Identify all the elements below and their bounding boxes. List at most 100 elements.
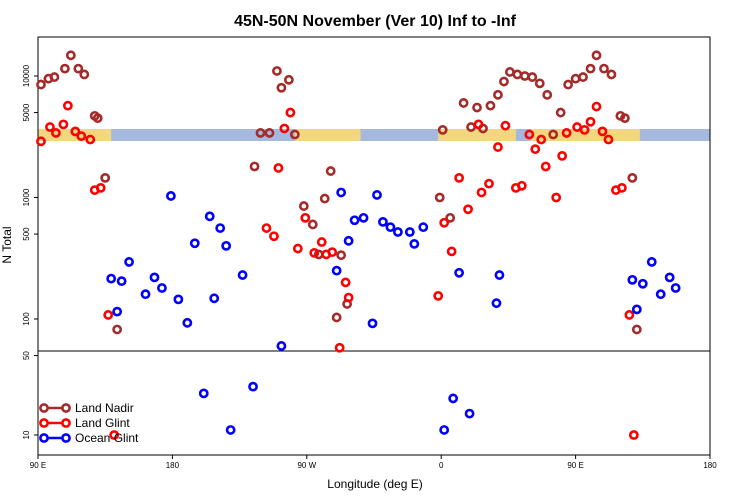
data-point: [237, 270, 248, 280]
legend-marker: [39, 433, 49, 443]
data-point: [92, 113, 103, 124]
data-point: [491, 298, 502, 309]
land-band-segment: [294, 129, 361, 141]
data-point: [36, 136, 46, 147]
series-land-glint: [36, 100, 639, 440]
data-point: [579, 125, 590, 135]
data-point: [597, 126, 608, 137]
data-point: [454, 172, 465, 183]
data-point: [112, 324, 123, 335]
data-point: [58, 119, 69, 130]
data-point: [276, 341, 287, 351]
data-point: [463, 204, 473, 215]
data-point: [631, 324, 642, 335]
data-point: [327, 247, 338, 258]
data-point: [106, 273, 117, 284]
data-point: [255, 128, 266, 138]
data-point: [367, 318, 378, 329]
data-points: [36, 50, 681, 440]
data-point: [248, 381, 258, 392]
data-point: [273, 163, 284, 173]
legend-marker: [39, 418, 49, 428]
data-point: [433, 290, 444, 301]
data-point: [65, 50, 76, 61]
data-point: [300, 212, 311, 223]
plot-frame: [37, 36, 711, 456]
data-point: [439, 425, 450, 435]
data-point: [557, 150, 568, 161]
data-point: [209, 293, 220, 304]
data-point: [349, 215, 360, 226]
data-point: [493, 89, 503, 100]
data-point: [409, 239, 420, 249]
data-point: [331, 312, 342, 323]
data-point: [445, 212, 456, 223]
data-point: [446, 246, 457, 257]
data-point: [334, 342, 345, 353]
data-point: [378, 216, 388, 227]
data-point: [261, 223, 272, 233]
data-point: [336, 187, 347, 198]
data-point: [437, 125, 448, 135]
data-point: [603, 134, 614, 145]
data-point: [264, 128, 275, 138]
data-point: [542, 89, 553, 100]
y-tick-label: 500: [22, 227, 31, 241]
data-point: [340, 277, 351, 288]
data-point: [49, 72, 60, 82]
data-point: [494, 270, 505, 280]
data-point: [627, 274, 638, 285]
data-point: [548, 129, 559, 140]
data-point: [298, 201, 309, 211]
data-point: [392, 227, 403, 237]
data-point: [279, 123, 290, 134]
data-point: [331, 265, 342, 276]
data-point: [140, 289, 151, 300]
data-point: [530, 144, 541, 155]
data-point: [85, 134, 96, 145]
data-point: [36, 79, 46, 90]
y-tick-label: 50: [22, 351, 31, 360]
x-tick-label: 90 E: [567, 461, 583, 470]
data-point: [100, 172, 111, 183]
data-point: [292, 243, 303, 254]
data-point: [484, 178, 494, 189]
data-point: [204, 211, 215, 222]
data-point: [637, 278, 648, 289]
plot-border: [37, 36, 711, 456]
data-point: [516, 180, 527, 191]
data-point: [578, 72, 588, 82]
data-point: [454, 267, 465, 278]
data-point: [309, 247, 320, 258]
x-tick-label: 90 W: [297, 461, 316, 470]
data-point: [536, 134, 547, 145]
x-tick-label: 180: [703, 461, 717, 470]
data-point: [524, 129, 535, 140]
data-point: [527, 72, 538, 82]
data-point: [198, 388, 209, 399]
y-tick-label: 10000: [22, 64, 31, 87]
legend-label: Ocean Glint: [75, 431, 139, 445]
data-point: [385, 222, 396, 233]
data-point: [473, 119, 484, 130]
data-point: [319, 193, 330, 204]
data-point: [283, 74, 294, 85]
data-point: [624, 310, 635, 320]
data-point: [285, 107, 296, 118]
y-axis-label: N Total: [0, 226, 14, 263]
data-point: [458, 98, 469, 108]
y-axis: 10 50 100 500 1000 5000 10000: [22, 64, 38, 439]
data-point: [276, 82, 287, 93]
data-point: [70, 126, 81, 137]
y-tick-label: 5000: [22, 103, 31, 121]
y-tick-label: 100: [22, 312, 31, 326]
data-point: [563, 79, 574, 90]
data-point: [616, 182, 627, 193]
data-point: [189, 238, 200, 249]
data-point: [493, 142, 503, 152]
data-point: [95, 182, 106, 193]
data-point: [646, 257, 657, 267]
